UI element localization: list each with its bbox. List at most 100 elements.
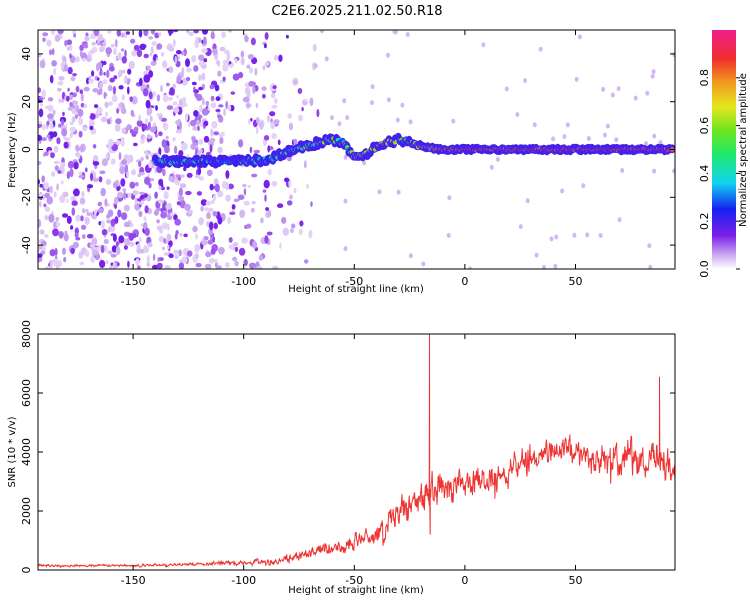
noise-speck: [116, 30, 121, 37]
noise-speck: [289, 228, 294, 234]
noise-speck: [73, 162, 79, 166]
noise-speck: [610, 92, 615, 98]
noise-speck: [129, 96, 133, 102]
noise-speck: [63, 256, 67, 263]
noise-speck: [451, 118, 456, 124]
noise-speck: [116, 186, 120, 192]
noise-speck: [87, 242, 91, 248]
noise-speck: [179, 199, 186, 209]
noise-speck: [57, 30, 64, 35]
noise-speck: [601, 86, 606, 92]
noise-speck: [101, 158, 108, 167]
noise-speck: [184, 113, 189, 122]
noise-speck: [85, 167, 88, 173]
noise-speck: [193, 30, 199, 34]
noise-speck: [144, 227, 150, 236]
noise-speck: [81, 57, 87, 62]
noise-speck: [139, 236, 142, 243]
noise-speck: [281, 216, 287, 224]
noise-speck: [143, 216, 147, 222]
noise-speck: [205, 100, 210, 107]
noise-speck: [131, 49, 137, 57]
noise-speck: [69, 121, 74, 126]
noise-speck: [207, 207, 214, 213]
noise-speck: [186, 76, 191, 82]
noise-speck: [581, 183, 586, 189]
noise-speck: [208, 257, 215, 264]
noise-speck: [110, 253, 117, 258]
noise-speck: [80, 215, 84, 222]
noise-speck: [262, 189, 267, 193]
noise-speck: [69, 126, 76, 133]
noise-speck: [197, 167, 202, 176]
noise-speck: [109, 265, 113, 269]
noise-speck: [233, 198, 240, 202]
noise-speck: [250, 37, 256, 46]
noise-speck: [163, 238, 167, 244]
noise-speck: [85, 32, 89, 37]
noise-speck: [551, 136, 556, 142]
noise-speck: [147, 121, 151, 129]
noise-speck: [69, 168, 74, 178]
noise-speck: [304, 259, 309, 264]
noise-speck: [271, 104, 278, 109]
noise-speck: [50, 260, 53, 269]
noise-speck: [178, 262, 185, 269]
noise-speck: [345, 115, 350, 121]
noise-speck: [64, 137, 71, 141]
noise-speck: [605, 123, 610, 129]
noise-speck: [251, 201, 256, 205]
noise-speck: [97, 244, 101, 249]
noise-speck: [219, 136, 224, 145]
noise-speck: [203, 36, 207, 45]
noise-speck: [658, 140, 663, 146]
noise-speck: [162, 94, 169, 103]
noise-speck: [67, 66, 73, 75]
noise-speck: [176, 201, 181, 206]
noise-speck: [201, 97, 205, 106]
noise-speck: [152, 264, 159, 269]
noise-speck: [38, 87, 41, 93]
noise-speck: [172, 137, 176, 142]
noise-speck: [118, 69, 123, 77]
noise-speck: [234, 260, 239, 267]
noise-speck: [304, 98, 308, 103]
noise-speck: [168, 45, 174, 52]
noise-speck: [98, 81, 103, 90]
noise-speck: [598, 233, 603, 238]
noise-speck: [504, 86, 509, 92]
noise-speckle: [38, 30, 675, 269]
noise-speck: [160, 212, 167, 219]
noise-speck: [252, 240, 258, 249]
colorbar-gradient: [712, 30, 736, 269]
noise-speck: [102, 79, 108, 85]
noise-speck: [38, 161, 42, 165]
noise-speck: [84, 216, 90, 226]
noise-speck: [243, 258, 248, 267]
noise-speck: [243, 200, 250, 206]
noise-speck: [71, 207, 76, 216]
noise-speck: [184, 203, 191, 211]
noise-speck: [532, 122, 537, 128]
noise-speck: [158, 31, 162, 37]
noise-speck: [214, 54, 219, 61]
noise-speck: [138, 30, 143, 38]
noise-speck: [50, 30, 56, 36]
noise-speck: [38, 134, 42, 141]
noise-speck: [144, 205, 149, 214]
noise-speck: [142, 246, 150, 254]
noise-speck: [88, 50, 93, 56]
noise-speck: [139, 195, 144, 200]
noise-speck: [534, 252, 539, 258]
noise-speck: [161, 246, 165, 251]
spectrogram-x-tick-label: -150: [121, 275, 146, 288]
noise-speck: [53, 160, 60, 165]
noise-speck: [75, 144, 80, 152]
noise-speck: [131, 96, 138, 105]
noise-speck: [174, 233, 178, 240]
noise-speck: [218, 104, 224, 108]
noise-speck: [173, 39, 176, 47]
noise-speck: [282, 227, 289, 236]
snr-x-tick-label: -150: [121, 574, 146, 587]
noise-speck: [538, 46, 543, 52]
